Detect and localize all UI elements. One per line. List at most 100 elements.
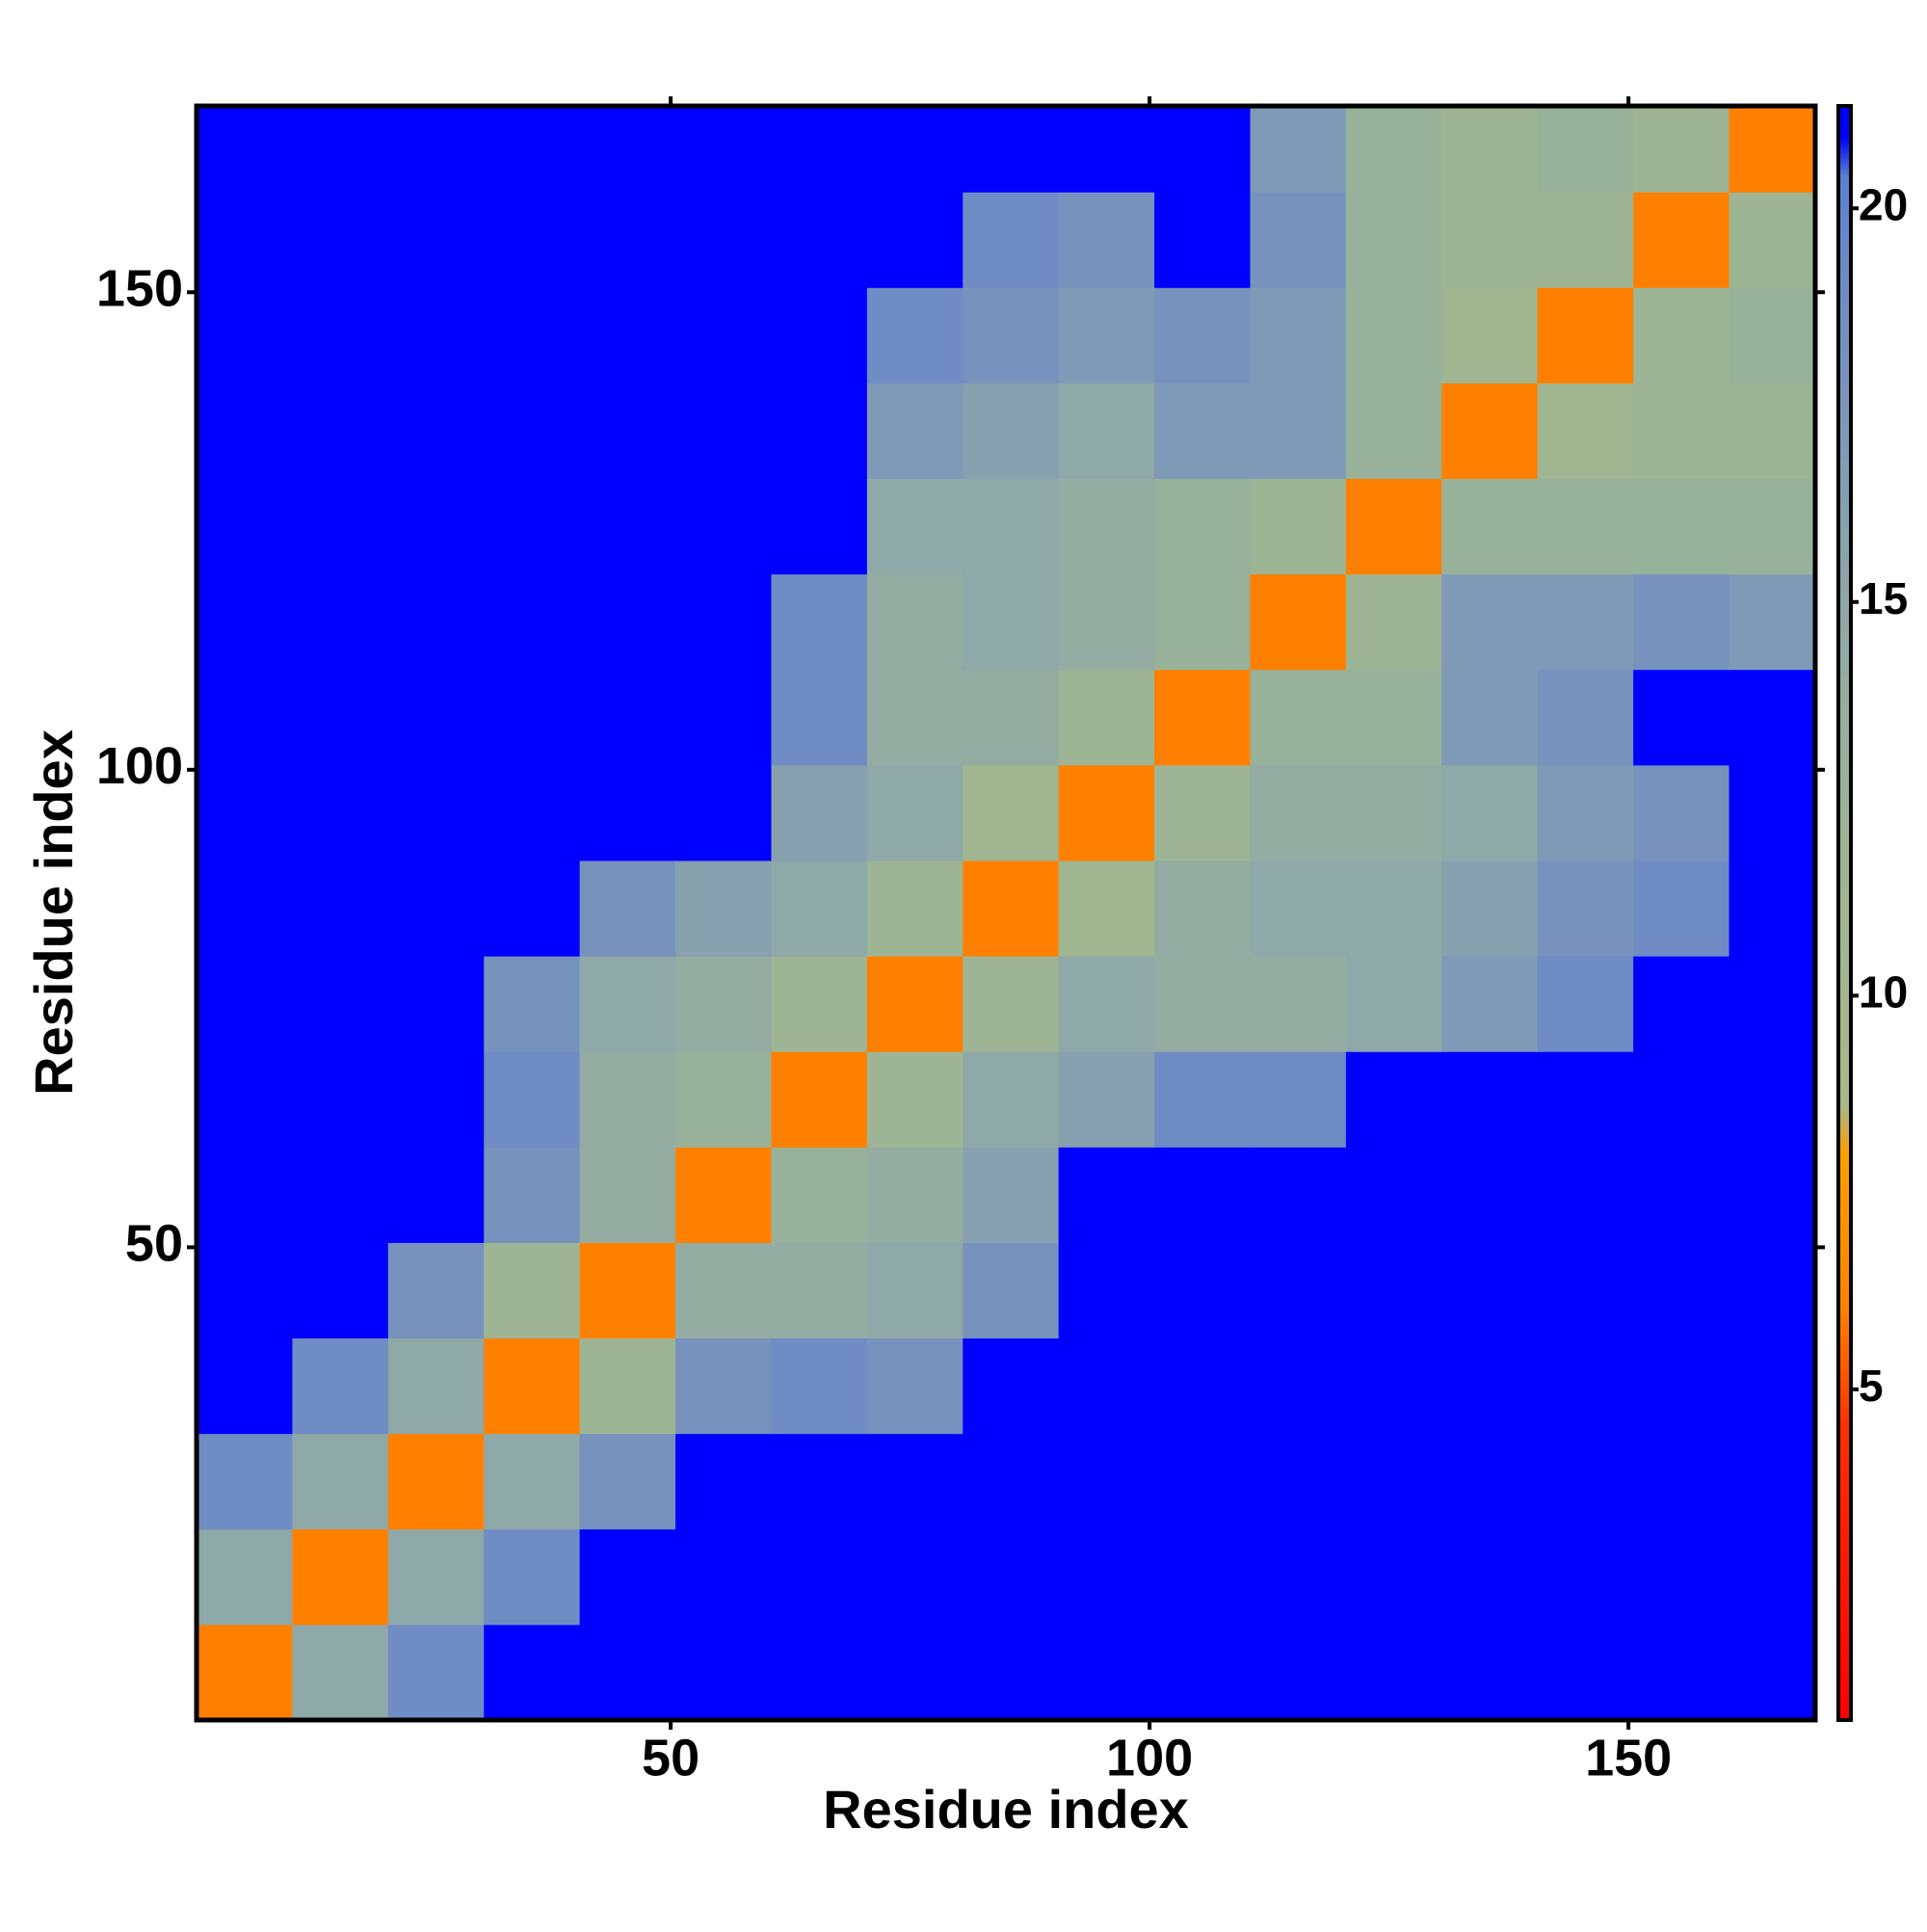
heatmap-cell — [1633, 192, 1730, 288]
heatmap-cell — [1537, 1624, 1634, 1721]
heatmap-cell — [866, 764, 964, 861]
heatmap-cell — [1441, 860, 1539, 957]
heatmap-cell — [387, 860, 485, 957]
heatmap-cell — [1441, 1051, 1539, 1148]
heatmap-cell — [387, 1624, 485, 1721]
heatmap-cell — [866, 860, 964, 957]
heatmap-cell — [1729, 764, 1816, 861]
heatmap-cell — [1345, 1624, 1442, 1721]
heatmap-cell — [1537, 860, 1634, 957]
heatmap-cell — [1058, 1147, 1155, 1243]
heatmap-cell — [1729, 1147, 1816, 1243]
colorbar — [1836, 104, 1853, 1722]
heatmap-cell — [579, 1051, 676, 1148]
heatmap-cell — [1345, 1433, 1442, 1530]
heatmap-cell — [1154, 383, 1251, 480]
heatmap-cell — [1058, 287, 1155, 384]
heatmap-cell — [579, 1242, 676, 1339]
heatmap-cell — [1058, 1337, 1155, 1435]
heatmap-cell — [1058, 192, 1155, 288]
heatmap-cell — [866, 1147, 964, 1243]
heatmap-cell — [292, 287, 389, 384]
heatmap-cell — [1345, 1528, 1442, 1626]
heatmap-cell — [1154, 287, 1251, 384]
heatmap-cell — [866, 573, 964, 671]
heatmap-cell — [1537, 478, 1634, 575]
heatmap-cell — [1154, 764, 1251, 861]
heatmap-cell — [1250, 287, 1347, 384]
heatmap-cell — [1729, 669, 1816, 766]
heatmap-cell — [1154, 478, 1251, 575]
heatmap-cell — [675, 860, 772, 957]
y-tick-label: 50 — [125, 1215, 183, 1273]
heatmap-cell — [197, 1051, 293, 1148]
heatmap-cell — [387, 1337, 485, 1435]
heatmap-cell — [1537, 1051, 1634, 1148]
heatmap-cell — [771, 1051, 868, 1148]
heatmap-cell — [484, 1242, 581, 1339]
heatmap-cell — [579, 1624, 676, 1721]
heatmap-cell — [1058, 1624, 1155, 1721]
heatmap-cell — [1058, 669, 1155, 766]
heatmap-cell — [197, 1337, 293, 1435]
heatmap-cell — [1537, 106, 1634, 193]
heatmap-cell — [1441, 1433, 1539, 1530]
heatmap-cell — [1633, 1433, 1730, 1530]
heatmap-cell — [197, 383, 293, 480]
x-tick-label: 150 — [1585, 1729, 1672, 1786]
heatmap-cell — [197, 860, 293, 957]
heatmap-cell — [1154, 192, 1251, 288]
heatmap-cell — [1729, 860, 1816, 957]
heatmap-cell — [1250, 669, 1347, 766]
heatmap-cell — [675, 1528, 772, 1626]
heatmap-cell — [292, 1528, 389, 1626]
heatmap-cell — [1729, 1433, 1816, 1530]
heatmap-cell — [675, 764, 772, 861]
heatmap-cell — [963, 106, 1060, 193]
heatmap-cell — [387, 1433, 485, 1530]
heatmap-cell — [963, 669, 1060, 766]
heatmap-cell — [579, 287, 676, 384]
heatmap-cell — [771, 1337, 868, 1435]
heatmap-cell — [484, 106, 581, 193]
heatmap-cell — [1633, 1147, 1730, 1243]
heatmap-cell — [675, 1433, 772, 1530]
heatmap-cell — [197, 764, 293, 861]
heatmap-cell — [579, 573, 676, 671]
heatmap-cell — [1633, 1624, 1730, 1721]
heatmap-cell — [866, 669, 964, 766]
heatmap-cell — [1345, 669, 1442, 766]
heatmap-cell — [675, 1624, 772, 1721]
heatmap-cell — [963, 1528, 1060, 1626]
heatmap-cell — [292, 1624, 389, 1721]
heatmap-cell — [1441, 764, 1539, 861]
heatmap-cell — [292, 1051, 389, 1148]
heatmap-cell — [866, 192, 964, 288]
heatmap-cell — [1729, 1624, 1816, 1721]
heatmap-cell — [675, 669, 772, 766]
heatmap-cell — [387, 478, 485, 575]
heatmap-cell — [484, 287, 581, 384]
heatmap-cell — [387, 956, 485, 1052]
heatmap-cell — [1058, 1242, 1155, 1339]
heatmap-cell — [484, 860, 581, 957]
heatmap-cell — [675, 573, 772, 671]
heatmap-cell — [1154, 1242, 1251, 1339]
heatmap-cell — [579, 383, 676, 480]
heatmap-cell — [675, 956, 772, 1052]
heatmap-cell — [1154, 106, 1251, 193]
heatmap-cell — [963, 956, 1060, 1052]
heatmap-cell — [1729, 287, 1816, 384]
heatmap-cell — [771, 383, 868, 480]
heatmap-cell — [1729, 478, 1816, 575]
heatmap-cell — [292, 956, 389, 1052]
heatmap-cell — [866, 383, 964, 480]
heatmap-cell — [1250, 1433, 1347, 1530]
heatmap-cell — [197, 106, 293, 193]
heatmap-cell — [1537, 1147, 1634, 1243]
heatmap-cell — [1633, 764, 1730, 861]
heatmap-cell — [866, 1528, 964, 1626]
heatmap-cell — [963, 383, 1060, 480]
heatmap-cell — [387, 669, 485, 766]
heatmap-cell — [771, 1528, 868, 1626]
